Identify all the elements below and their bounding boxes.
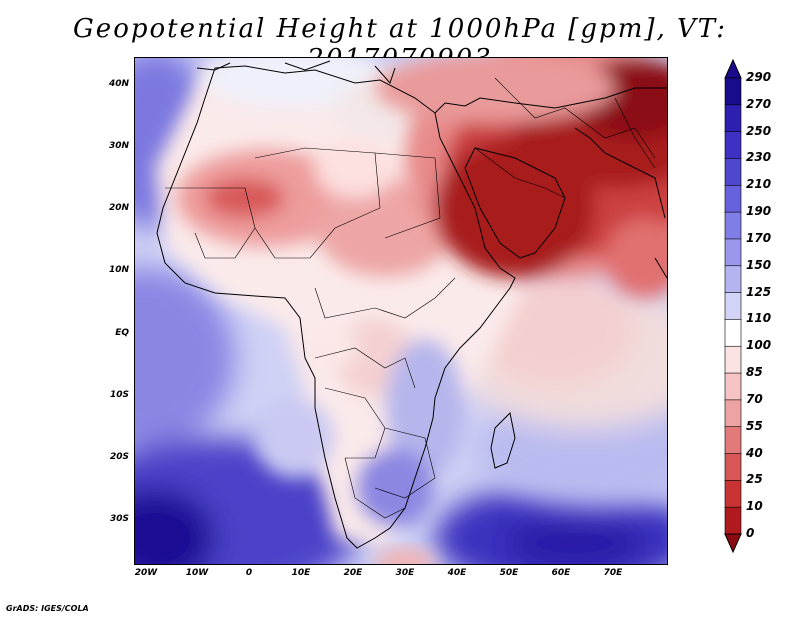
thermal-low-middle-east: [375, 58, 667, 298]
colorbar-swatch: [724, 372, 742, 401]
colorbar-level-label: 0: [746, 526, 755, 540]
colorbar-swatch: [724, 292, 742, 321]
lat-label-20s: 20S: [109, 452, 129, 462]
lon-label-30e: 30E: [395, 568, 415, 578]
lon-label-70e: 70E: [603, 568, 623, 578]
political-borders: [165, 77, 656, 519]
colorbar-swatch: [724, 345, 742, 374]
lon-label-50e: 50E: [499, 568, 519, 578]
lon-label-60e: 60E: [551, 568, 571, 578]
colorbar-swatch: [724, 131, 742, 160]
map-panel: [134, 57, 668, 565]
colorbar-swatch: [724, 77, 742, 106]
lon-label-0: 0: [245, 568, 253, 578]
southern-tip-field: [375, 548, 435, 564]
colorbar-swatch: [724, 399, 742, 428]
colorbar-level-label: 55: [746, 418, 763, 433]
lat-label-40n: 40N: [108, 79, 129, 89]
lon-label-10e: 10E: [291, 568, 311, 578]
colorbar-swatches: [724, 77, 742, 535]
colorbar-level-label: 270: [746, 96, 772, 111]
lat-label-eq: EQ: [115, 328, 129, 338]
lat-label-10s: 10S: [109, 390, 129, 400]
colorbar-level-label: 210: [746, 177, 772, 192]
colorbar-level-label: 190: [746, 204, 772, 219]
lat-label-10n: 10N: [108, 265, 129, 275]
colorbar-level-label: 85: [746, 365, 763, 380]
colorbar-swatch: [724, 453, 742, 482]
colorbar-level-label: 40: [746, 445, 763, 460]
colorbar-level-label: 170: [746, 230, 772, 245]
colorbar-level-label: 10: [746, 499, 763, 514]
colorbar-swatch: [724, 211, 742, 240]
colorbar-swatch: [724, 265, 742, 294]
colorbar-level-label: 70: [746, 391, 763, 406]
lat-label-30n: 30N: [108, 141, 129, 151]
colorbar-level-label: 110: [746, 311, 772, 326]
colorbar-swatch: [724, 426, 742, 455]
colorbar-swatch: [724, 480, 742, 508]
colorbar-level-label: 230: [746, 150, 772, 165]
colorbar-swatch: [724, 158, 742, 187]
lat-label-30s: 30S: [109, 514, 129, 524]
lon-label-40e: 40E: [447, 568, 467, 578]
colorbar-swatch: [724, 506, 742, 535]
colorbar-swatch: [724, 238, 742, 267]
colorbar-bottom-arrow: [724, 533, 742, 554]
colorbar-level-label: 125: [746, 284, 772, 299]
geopotential-height-field: [135, 58, 667, 564]
colorbar-level-label: 290: [746, 70, 772, 84]
grads-credit: GrADS: IGES/COLA: [6, 604, 89, 613]
lon-label-20w: 20W: [134, 568, 158, 578]
lon-label-10w: 10W: [185, 568, 209, 578]
colorbar-swatch: [724, 104, 742, 133]
colorbar-level-label: 25: [746, 472, 763, 487]
colorbar-level-label: 150: [746, 257, 772, 272]
colorbar-level-label: 250: [746, 123, 772, 138]
lat-label-20n: 20N: [108, 203, 129, 213]
colorbar-swatch: [724, 184, 742, 213]
colorbar-swatch: [724, 319, 742, 348]
colorbar-level-label: 100: [746, 338, 772, 353]
lon-label-20e: 20E: [343, 568, 363, 578]
